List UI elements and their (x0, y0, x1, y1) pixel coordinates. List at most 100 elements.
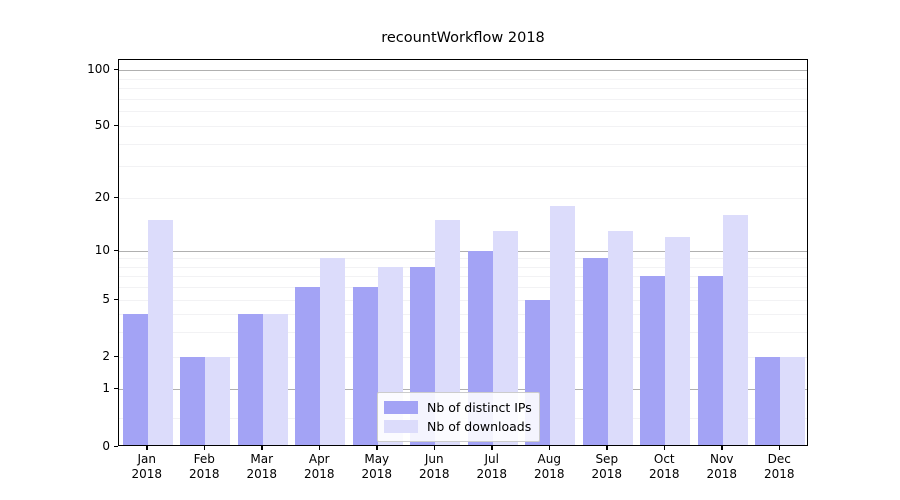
gridline-major (119, 70, 807, 71)
x-tick-label-line: 2018 (648, 467, 680, 481)
x-tick-label: Feb 2018 (159, 452, 249, 482)
gridline-minor (119, 267, 807, 268)
legend-label: Nb of distinct IPs (427, 400, 532, 415)
x-tick-label: Aug 2018 (504, 452, 594, 482)
bar (640, 276, 666, 445)
x-tick-label-line: 2018 (131, 467, 163, 481)
bar (722, 215, 748, 445)
plot-inner (119, 60, 807, 445)
x-tick-label: Dec 2018 (734, 452, 824, 482)
x-tick-label-line: Jan (137, 452, 157, 466)
x-tick-label-line: 2018 (188, 467, 220, 481)
bar (180, 357, 206, 445)
bar (550, 206, 576, 445)
x-tick-label-line: 2018 (591, 467, 623, 481)
legend-item[interactable]: Nb of downloads (384, 417, 532, 436)
bar (237, 313, 263, 445)
gridline-minor (119, 111, 807, 112)
bar (780, 357, 806, 445)
y-tick-mark (114, 68, 118, 70)
x-tick-label-line: Aug (537, 452, 561, 466)
y-tick-mark (114, 249, 118, 251)
y-tick-mark (114, 445, 118, 447)
bar (352, 287, 378, 445)
x-tick-mark (376, 446, 378, 450)
x-tick-mark (721, 446, 723, 450)
gridline-minor (119, 287, 807, 288)
x-tick-label: Sep 2018 (562, 452, 652, 482)
x-tick-mark (778, 446, 781, 450)
y-tick-label: 0 (102, 439, 110, 453)
x-tick-label-line: Dec (767, 452, 791, 466)
x-tick-label-line: Sep (595, 452, 619, 466)
y-tick-label: 10 (94, 243, 110, 257)
x-tick-label-line: Nov (710, 452, 734, 466)
gridline-minor (119, 144, 807, 145)
gridline-minor (119, 332, 807, 333)
x-tick-label: Jun 2018 (389, 452, 479, 482)
x-tick-mark (261, 446, 263, 450)
bar (320, 258, 346, 445)
legend-item[interactable]: Nb of distinct IPs (384, 398, 532, 417)
x-tick-label-line: 2018 (706, 467, 738, 481)
x-tick-label-line: Oct (653, 452, 675, 466)
bar (122, 313, 148, 445)
gridline-minor (119, 357, 807, 358)
x-tick-mark (548, 446, 551, 450)
bar (697, 276, 723, 445)
gridline-minor (119, 314, 807, 315)
x-tick-label: Jul 2018 (447, 452, 537, 482)
bar (147, 219, 173, 445)
x-tick-mark (146, 446, 148, 450)
x-tick-label-line: 2018 (476, 467, 508, 481)
gridline-minor (119, 99, 807, 100)
chart-title: recountWorkflow 2018 (381, 30, 545, 46)
x-tick-label-line: Jun (424, 452, 444, 466)
y-tick-label: 2 (102, 349, 110, 363)
x-tick-label-line: Apr (308, 452, 330, 466)
x-tick-label: May 2018 (332, 452, 422, 482)
y-axis: 0 1 2 5 10 20 50 100 (0, 0, 110, 500)
x-tick-label-line: Feb (193, 452, 215, 466)
bar (607, 230, 633, 445)
x-tick-label: Nov 2018 (677, 452, 767, 482)
y-tick-mark (114, 196, 118, 198)
x-tick-mark (203, 446, 206, 450)
bar (582, 258, 608, 445)
bar (262, 313, 288, 445)
gridline-minor (119, 276, 807, 277)
gridline-minor (119, 198, 807, 199)
x-tick-mark (663, 446, 666, 450)
bar (665, 237, 691, 445)
x-tick-label-line: 2018 (533, 467, 565, 481)
y-tick-label: 20 (94, 190, 110, 204)
y-tick-label: 100 (87, 62, 110, 76)
y-tick-label: 1 (102, 381, 110, 395)
legend-swatch-icon (384, 420, 418, 433)
bar (205, 357, 231, 445)
x-tick-label-line: 2018 (763, 467, 795, 481)
x-tick-mark (606, 446, 608, 450)
gridline-minor (119, 300, 807, 301)
y-tick-mark (114, 124, 118, 126)
gridline-minor (119, 79, 807, 80)
chart-legend[interactable]: Nb of distinct IPs Nb of downloads (377, 392, 540, 442)
x-tick-label: Mar 2018 (217, 452, 307, 482)
x-tick-label-line: May (364, 452, 390, 466)
x-tick-label: Apr 2018 (274, 452, 364, 482)
legend-swatch-icon (384, 401, 418, 414)
gridline-major (119, 389, 807, 390)
x-tick-label-line: Jul (484, 452, 499, 466)
bar (755, 357, 781, 445)
y-tick-label: 50 (94, 118, 110, 132)
y-tick-mark (114, 387, 118, 389)
gridline-minor (119, 88, 807, 89)
legend-label: Nb of downloads (427, 419, 532, 434)
gridline-major (119, 251, 807, 252)
gridline-minor (119, 258, 807, 259)
x-tick-mark (318, 446, 321, 450)
x-tick-label-line: 2018 (303, 467, 335, 481)
gridline-minor (119, 166, 807, 167)
x-tick-label-line: 2018 (246, 467, 278, 481)
